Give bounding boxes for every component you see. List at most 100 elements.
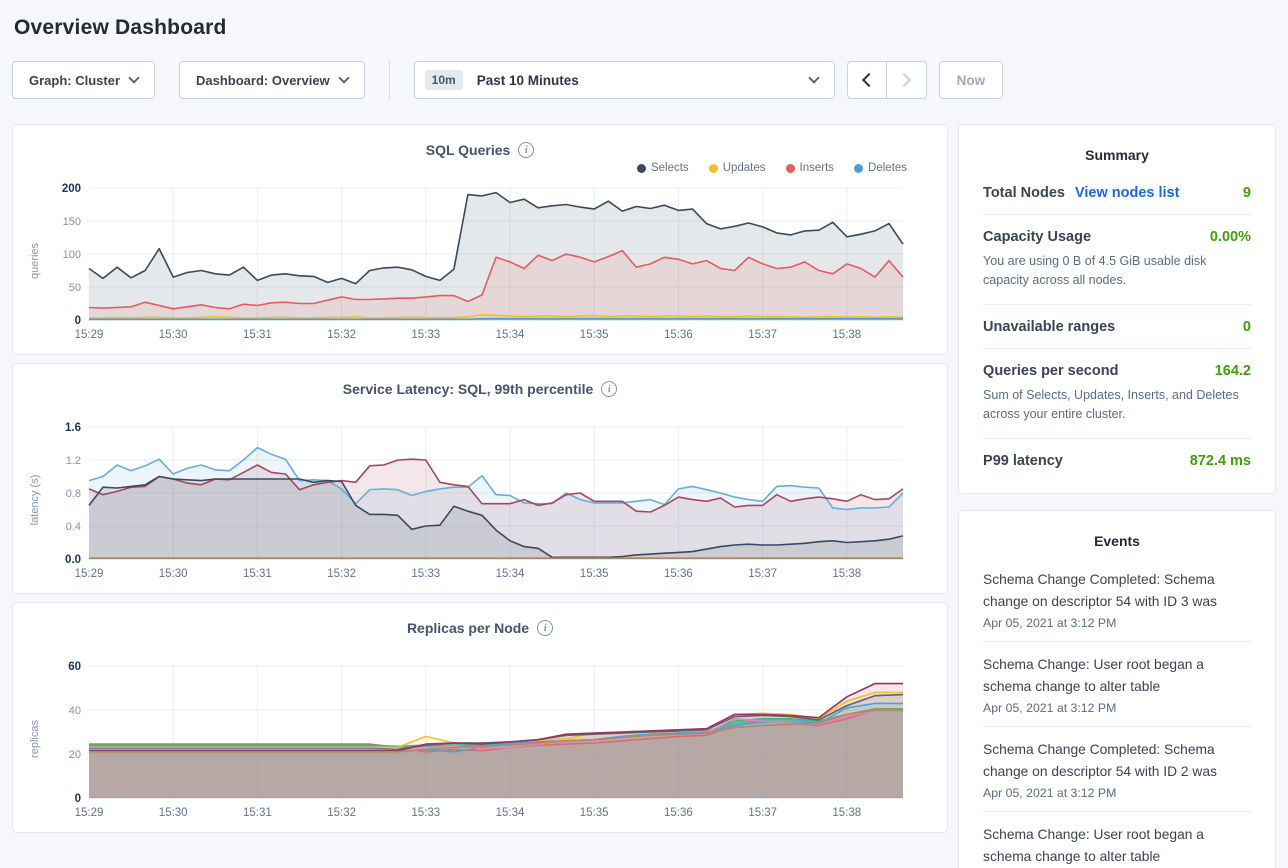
- legend-dot-icon: [708, 163, 718, 173]
- svg-text:15:29: 15:29: [75, 568, 104, 580]
- svg-text:0.0: 0.0: [65, 554, 81, 566]
- svg-text:15:35: 15:35: [580, 568, 609, 580]
- chart-title: SQL Queries: [425, 142, 511, 158]
- view-nodes-list-link[interactable]: View nodes list: [1074, 185, 1180, 201]
- now-button[interactable]: Now: [938, 61, 1004, 99]
- legend-dot-icon: [785, 163, 795, 173]
- svg-text:200: 200: [62, 183, 81, 195]
- qps-label: Queries per second: [983, 362, 1119, 379]
- svg-text:15:38: 15:38: [832, 568, 861, 580]
- svg-text:15:36: 15:36: [664, 807, 693, 819]
- svg-text:150: 150: [63, 216, 81, 228]
- chevron-right-icon: [897, 72, 912, 88]
- event-timestamp: Apr 05, 2021 at 3:12 PM: [983, 700, 1117, 715]
- event-timestamp: Apr 05, 2021 at 3:12 PM: [983, 615, 1117, 630]
- svg-text:0.8: 0.8: [66, 488, 81, 500]
- svg-text:15:32: 15:32: [327, 568, 356, 580]
- event-item: Schema Change: User root began a schema …: [983, 812, 1251, 868]
- svg-text:15:33: 15:33: [411, 807, 440, 819]
- chart-legend: [27, 638, 933, 654]
- chart-title: Replicas per Node: [406, 620, 530, 636]
- chevron-down-icon: [128, 72, 140, 84]
- svg-text:15:37: 15:37: [748, 807, 777, 819]
- svg-text:100: 100: [63, 249, 81, 261]
- svg-text:15:34: 15:34: [496, 329, 525, 341]
- svg-text:15:34: 15:34: [496, 807, 525, 819]
- summary-row-p99-latency: P99 latency 872.4 ms: [983, 439, 1251, 473]
- svg-text:60: 60: [68, 661, 81, 673]
- page-title: Overview Dashboard: [14, 16, 227, 39]
- svg-text:15:30: 15:30: [159, 568, 188, 580]
- svg-text:15:36: 15:36: [664, 568, 693, 580]
- time-back-button[interactable]: [846, 61, 887, 99]
- info-icon[interactable]: i: [537, 620, 554, 636]
- y-axis-unit-label: latency (s): [29, 474, 41, 526]
- svg-text:40: 40: [69, 705, 81, 717]
- events-panel: Events Schema Change Completed: Schema c…: [958, 509, 1276, 868]
- chart-legend: Selects Updates Inserts Deletes: [27, 160, 933, 176]
- svg-text:50: 50: [69, 282, 81, 294]
- summary-heading: Summary: [1085, 147, 1149, 163]
- info-icon[interactable]: i: [518, 142, 535, 158]
- charts-column: SQL Queries i Selects Updates Inserts Delet…: [12, 124, 949, 833]
- svg-text:15:34: 15:34: [496, 568, 525, 580]
- svg-text:15:30: 15:30: [159, 329, 188, 341]
- chart-title: Service Latency: SQL, 99th percentile: [342, 381, 594, 397]
- svg-text:15:35: 15:35: [580, 329, 609, 341]
- qps-subtext: Sum of Selects, Updates, Inserts, and De…: [983, 387, 1239, 422]
- event-message: Schema Change: User root began a schema …: [983, 826, 1204, 864]
- service-latency-chart-plot[interactable]: 15:29 15:30 15:31 15:32 15:33 15:34 15:35 15:36…: [43, 419, 927, 581]
- svg-text:0.4: 0.4: [66, 521, 81, 533]
- p99-latency-value: 872.4 ms: [1189, 452, 1251, 469]
- replicas-per-node-chart-plot[interactable]: 15:29 15:30 15:31 15:32 15:33 15:34 15:35 15:36…: [43, 658, 927, 820]
- svg-text:15:32: 15:32: [327, 807, 356, 819]
- time-range-label: Past 10 Minutes: [476, 72, 579, 88]
- svg-text:15:37: 15:37: [748, 329, 777, 341]
- replicas-per-node-chart-card: Replicas per Node i replicas 15:29 15:30 1…: [12, 602, 949, 833]
- svg-text:20: 20: [69, 749, 81, 761]
- svg-text:15:36: 15:36: [664, 329, 693, 341]
- summary-row-total-nodes: Total Nodes View nodes list 9: [983, 171, 1251, 215]
- graph-dropdown-label: Graph: Cluster: [29, 72, 121, 88]
- svg-text:15:29: 15:29: [75, 807, 104, 819]
- chevron-down-icon: [338, 72, 350, 84]
- capacity-usage-subtext: You are using 0 B of 4.5 GiB usable disk…: [983, 254, 1207, 288]
- event-message: Schema Change: User root began a schema …: [983, 656, 1204, 694]
- legend-dot-icon: [636, 163, 646, 173]
- legend-item-inserts[interactable]: Inserts: [785, 162, 834, 174]
- info-icon[interactable]: i: [601, 381, 618, 397]
- capacity-usage-label: Capacity Usage: [983, 229, 1092, 245]
- capacity-usage-value: 0.00%: [1209, 229, 1251, 245]
- summary-row-unavailable-ranges: Unavailable ranges 0: [983, 305, 1251, 349]
- events-heading: Events: [1094, 532, 1140, 549]
- summary-row-qps: Queries per second 164.2 Sum of Selects,…: [983, 349, 1251, 439]
- dashboard-dropdown-label: Dashboard: Overview: [196, 72, 330, 88]
- sql-queries-chart-card: SQL Queries i Selects Updates Inserts Delet…: [12, 124, 949, 355]
- legend-item-deletes[interactable]: Deletes: [854, 162, 907, 174]
- side-column: Summary Total Nodes View nodes list 9 Ca…: [958, 124, 1276, 868]
- chevron-down-icon: [808, 72, 820, 84]
- svg-text:15:31: 15:31: [243, 568, 272, 580]
- legend-item-selects[interactable]: Selects: [636, 162, 689, 174]
- time-range-picker[interactable]: 10m Past 10 Minutes: [413, 61, 835, 99]
- summary-panel: Summary Total Nodes View nodes list 9 Ca…: [958, 124, 1276, 494]
- svg-text:1.6: 1.6: [65, 422, 81, 434]
- svg-text:15:37: 15:37: [748, 568, 777, 580]
- sql-queries-chart-plot[interactable]: 15:29 15:30 15:31 15:32 15:33 15:34 15:35 15:36…: [43, 180, 927, 342]
- dashboard-dropdown[interactable]: Dashboard: Overview: [179, 61, 365, 99]
- y-axis-unit-label: replicas: [29, 720, 41, 758]
- svg-text:15:33: 15:33: [411, 329, 440, 341]
- graph-dropdown[interactable]: Graph: Cluster: [12, 61, 156, 99]
- chevron-left-icon: [861, 72, 876, 88]
- svg-text:15:31: 15:31: [243, 807, 272, 819]
- svg-text:15:30: 15:30: [159, 807, 188, 819]
- unavailable-ranges-label: Unavailable ranges: [983, 318, 1116, 335]
- legend-item-updates[interactable]: Updates: [708, 162, 766, 174]
- svg-text:0: 0: [75, 315, 81, 327]
- event-item: Schema Change Completed: Schema change o…: [983, 727, 1251, 812]
- svg-text:1.2: 1.2: [66, 455, 81, 467]
- time-forward-button[interactable]: [886, 61, 927, 99]
- toolbar-divider: [388, 60, 390, 100]
- p99-latency-label: P99 latency: [983, 452, 1063, 469]
